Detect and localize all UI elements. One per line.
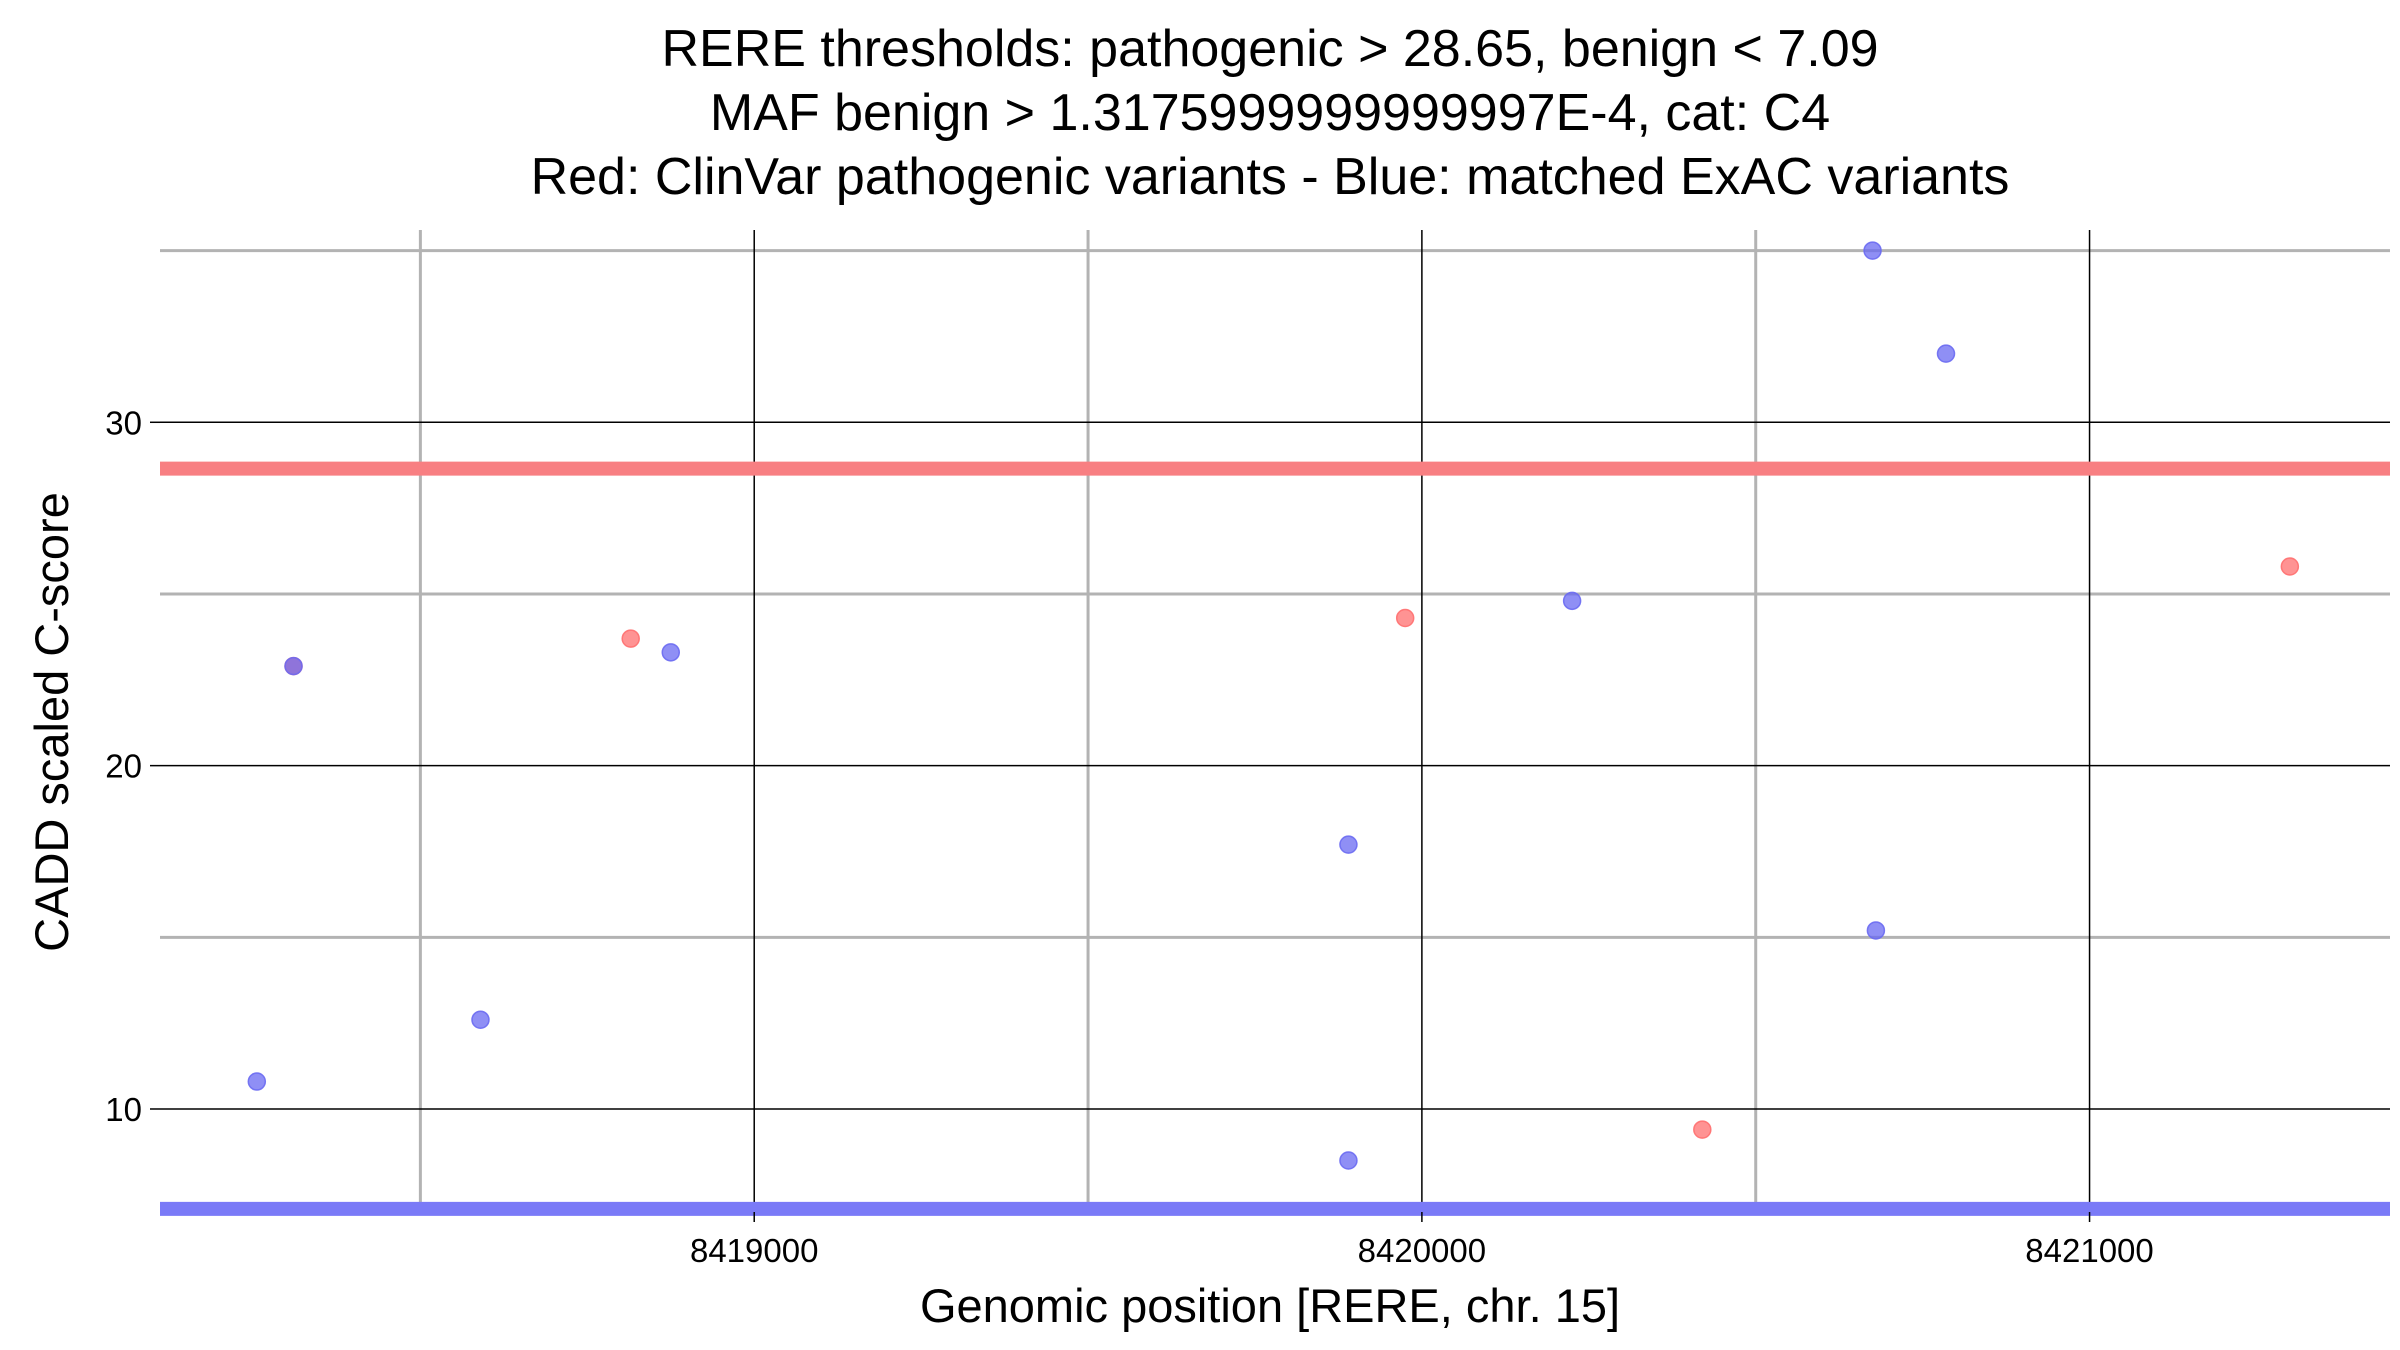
exac-variant-point <box>1936 344 1956 363</box>
y-tick-label: 30 <box>105 404 142 441</box>
clinvar-pathogenic-point <box>621 629 640 648</box>
exac-variant-point <box>661 643 681 662</box>
y-tick-label: 10 <box>105 1091 142 1128</box>
data-points <box>247 241 2300 1170</box>
y-axis-title: CADD scaled C-score <box>25 492 78 952</box>
chart-title: RERE thresholds: pathogenic > 28.65, ben… <box>531 20 2010 206</box>
exac-variant-point <box>1339 1151 1358 1170</box>
x-tick-label: 8419000 <box>690 1232 818 1269</box>
x-tick-label: 8421000 <box>2025 1232 2153 1269</box>
x-tick-label: 8420000 <box>1358 1232 1486 1269</box>
exac-variant-point <box>1562 591 1582 611</box>
clinvar-pathogenic-point <box>1395 608 1415 628</box>
exac-variant-point <box>247 1072 267 1091</box>
x-axis-ticks: 8419000 8420000 8421000 <box>690 1212 2154 1269</box>
title-line-2: MAF benign > 1.3175999999999997E-4, cat:… <box>710 84 1830 142</box>
exac-variant-point <box>1863 241 1882 260</box>
exac-variant-point <box>284 656 303 676</box>
title-line-3: Red: ClinVar pathogenic variants - Blue:… <box>531 148 2010 206</box>
x-axis-title: Genomic position [RERE, chr. 15] <box>920 1279 1620 1332</box>
clinvar-pathogenic-point <box>1693 1120 1712 1139</box>
exac-variant-point <box>471 1010 490 1029</box>
title-line-1: RERE thresholds: pathogenic > 28.65, ben… <box>661 20 1878 78</box>
clinvar-pathogenic-point <box>2280 557 2300 576</box>
exac-variant-point <box>1339 835 1358 854</box>
y-tick-label: 20 <box>105 748 142 785</box>
gridlines <box>160 230 2390 1212</box>
y-axis-ticks: 10 20 30 <box>105 404 160 1128</box>
exac-variant-point <box>1866 921 1886 940</box>
threshold-lines <box>160 461 2390 1216</box>
